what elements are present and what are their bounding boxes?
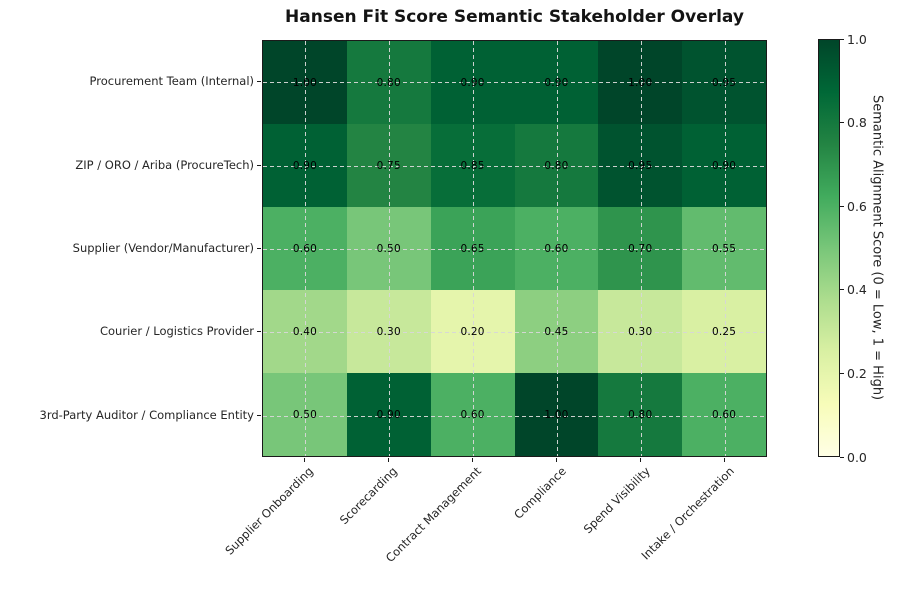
gridline (557, 41, 559, 456)
cell-value: 0.80 (628, 408, 653, 421)
gridline (263, 415, 766, 417)
y-tick-label: Procurement Team (Internal) (89, 74, 254, 89)
heatmap-cell: 0.70 (598, 207, 683, 290)
colorbar-tick-mark (840, 38, 844, 40)
heatmap-plot: 1.00 0.80 0.90 0.90 1.00 0.95 0.90 0.75 0.85 0.80… (262, 40, 767, 457)
colorbar-tick-label: 1.0 (847, 31, 867, 47)
cell-value: 1.00 (544, 408, 569, 421)
cell-value: 0.30 (376, 325, 401, 338)
heatmap-cell: 0.20 (430, 290, 515, 373)
cell-value: 0.75 (376, 159, 401, 172)
heatmap-cell: 0.60 (682, 373, 766, 456)
heatmap-cell: 0.25 (682, 290, 766, 373)
heatmap-cell: 0.45 (514, 290, 599, 373)
heatmap-cell: 0.85 (430, 124, 515, 207)
y-tick-mark (257, 331, 261, 333)
y-tick-label: 3rd-Party Auditor / Compliance Entity (39, 407, 255, 422)
colorbar-tick-mark (840, 289, 844, 291)
heatmap-cell: 0.80 (514, 124, 599, 207)
cell-value: 0.60 (544, 242, 569, 255)
heatmap-cell: 0.80 (598, 373, 683, 456)
cell-value: 0.90 (460, 76, 485, 89)
y-tick-mark (257, 414, 261, 416)
x-tick-mark (556, 458, 558, 462)
cell-value: 0.95 (711, 76, 737, 89)
cell-value: 0.90 (544, 76, 569, 89)
cell-value: 0.40 (292, 325, 317, 338)
y-tick-mark (257, 248, 261, 249)
colorbar-tick-mark (840, 456, 844, 458)
colorbar (818, 39, 840, 457)
colorbar-label: Semantic Alignment Score (0 = Low, 1 = H… (869, 95, 885, 401)
cell-value: 0.85 (460, 159, 485, 172)
heatmap-cell: 0.55 (682, 207, 766, 290)
colorbar-tick-mark (840, 122, 844, 124)
heatmap-cell: 0.60 (514, 207, 599, 290)
cell-value: 0.20 (460, 325, 485, 338)
x-tick-mark (387, 458, 389, 462)
y-tick-mark (257, 164, 261, 166)
cell-value: 0.30 (628, 325, 653, 338)
heatmap-cell: 0.75 (346, 124, 431, 207)
heatmap-cell: 0.60 (430, 373, 515, 456)
cell-value: 0.70 (628, 242, 653, 255)
y-tick-label: Courier / Logistics Provider (99, 324, 254, 339)
y-tick-label: ZIP / ORO / Ariba (ProcureTech) (75, 157, 254, 172)
cell-value: 0.55 (711, 242, 737, 255)
gridline (263, 249, 766, 250)
x-tick-mark (471, 458, 473, 462)
x-tick-mark (640, 458, 642, 462)
cell-value: 0.80 (544, 159, 569, 172)
gridline (263, 82, 766, 84)
colorbar-tick-label: 0.4 (847, 282, 867, 298)
cell-value: 0.95 (628, 159, 653, 172)
gridline (263, 165, 766, 167)
chart-title: Hansen Fit Score Semantic Stakeholder Ov… (285, 7, 744, 27)
gridline (304, 41, 306, 456)
cell-value: 0.25 (711, 325, 737, 338)
heatmap-cell: 0.30 (598, 290, 683, 373)
colorbar-tick-label: 0.0 (847, 449, 867, 465)
heatmap-cell: 0.65 (430, 207, 515, 290)
gridline (641, 41, 643, 456)
heatmap-cell: 0.90 (346, 373, 431, 456)
colorbar-tick-mark (840, 372, 844, 374)
heatmap-cell: 1.00 (514, 373, 599, 456)
y-tick-label: Supplier (Vendor/Manufacturer) (72, 241, 254, 255)
cell-value: 0.90 (711, 159, 737, 172)
cell-value: 0.80 (376, 76, 401, 89)
x-tick-mark (303, 458, 305, 462)
colorbar-tick-label: 0.2 (847, 365, 867, 381)
cell-value: 0.60 (292, 242, 317, 255)
cell-value: 0.90 (376, 408, 401, 421)
colorbar-tick-label: 0.8 (847, 115, 867, 131)
heatmap-cell: 0.95 (598, 124, 683, 207)
heatmap-cell: 0.90 (682, 124, 766, 207)
gridline (472, 41, 474, 456)
cell-value: 0.60 (460, 408, 485, 421)
gridline (725, 41, 727, 456)
cell-value: 0.45 (544, 325, 569, 338)
colorbar-tick-mark (840, 205, 844, 207)
x-tick-mark (724, 458, 726, 462)
heatmap-cell: 0.30 (346, 290, 431, 373)
cell-value: 1.00 (628, 76, 653, 89)
cell-value: 0.50 (376, 242, 401, 255)
y-tick-mark (257, 81, 261, 83)
gridline (263, 332, 766, 334)
gridline (388, 41, 390, 456)
cell-value: 0.65 (460, 242, 485, 255)
cell-value: 0.60 (711, 408, 737, 421)
cell-value: 0.90 (292, 159, 317, 172)
cell-value: 1.00 (292, 76, 317, 89)
cell-value: 0.50 (292, 408, 317, 421)
colorbar-tick-label: 0.6 (847, 198, 867, 214)
heatmap-cell: 0.50 (346, 207, 431, 290)
